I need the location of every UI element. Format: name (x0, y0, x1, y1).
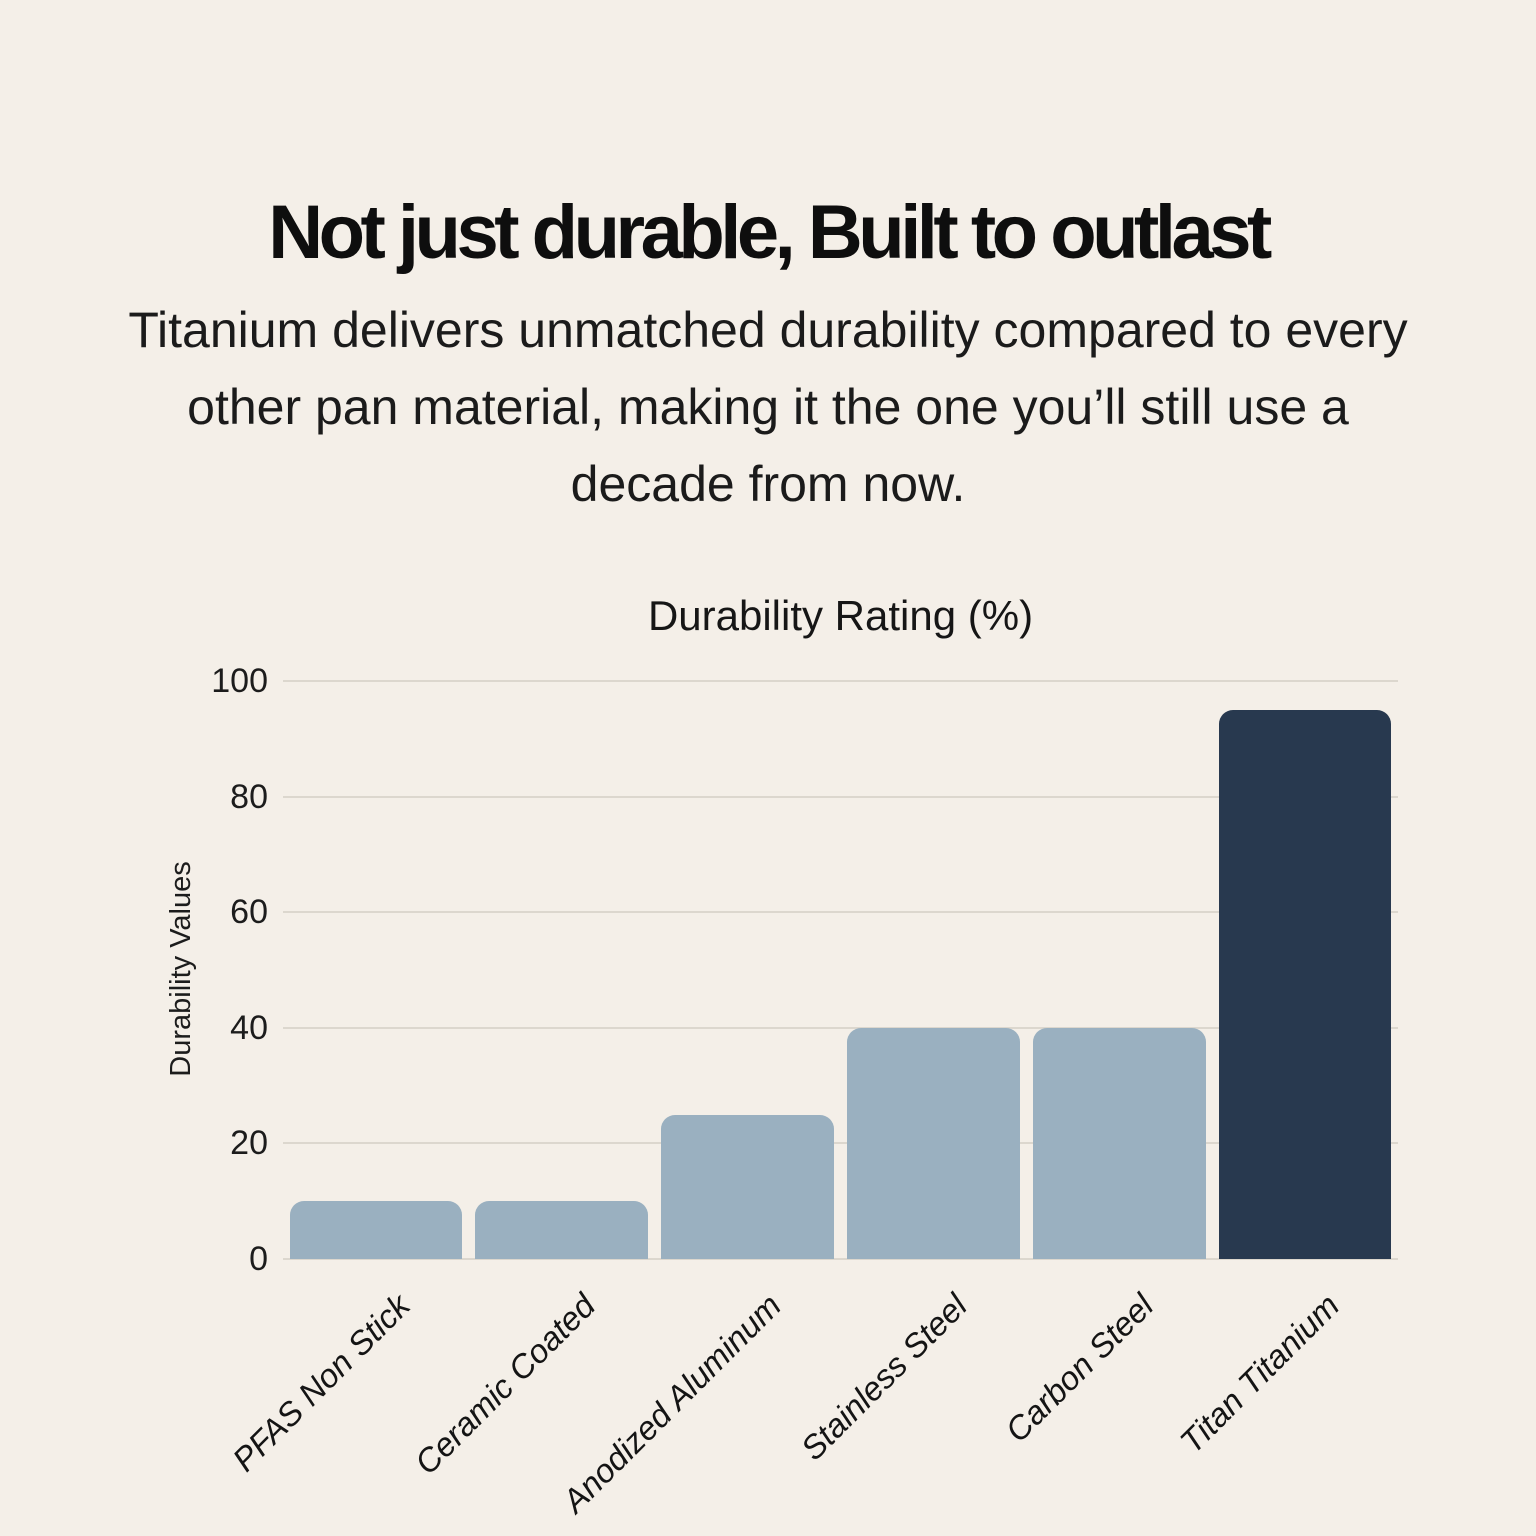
y-axis-title: Durability Values (165, 861, 197, 1077)
x-tick-label-stainless-steel: Stainless Steel (793, 1286, 975, 1468)
bar-ceramic-coated (475, 1201, 649, 1259)
subtitle-line-2: other pan material, making it the one yo… (187, 379, 1349, 435)
page-subtitle: Titanium delivers unmatched durability c… (68, 292, 1468, 523)
y-tick-label-100: 100 (211, 662, 268, 700)
bar-stainless-steel (847, 1027, 1020, 1259)
y-tick-label-0: 0 (249, 1240, 268, 1278)
bar-pfas-non-stick (289, 1201, 463, 1259)
subtitle-line-3: decade from now. (570, 456, 966, 512)
y-tick-label-40: 40 (230, 1008, 268, 1047)
y-tick-label-20: 20 (230, 1124, 268, 1163)
x-tick-label-ceramic-coated: Ceramic Coated (407, 1286, 603, 1482)
bar-titan-titanium (1218, 709, 1392, 1259)
y-tick-label-80: 80 (230, 777, 268, 816)
bar-anodized-aluminum (661, 1114, 834, 1259)
chart-title: Durability Rating (%) (647, 592, 1034, 639)
x-tick-label-pfas-non-stick: PFAS Non Stick (224, 1286, 417, 1479)
x-tick-label-titan-titanium: Titan Titanium (1172, 1286, 1346, 1461)
subtitle-line-1: Titanium delivers unmatched durability c… (128, 302, 1408, 358)
plot-area (283, 680, 1398, 1260)
bar-carbon-steel (1032, 1027, 1206, 1259)
gridline-100 (283, 680, 1398, 682)
gridline-80 (283, 795, 1398, 798)
x-tick-label-carbon-steel: Carbon Steel (997, 1286, 1160, 1449)
gridline-0 (283, 1258, 1398, 1260)
gridline-20 (283, 1142, 1398, 1145)
gridline-40 (283, 1026, 1398, 1029)
page-title: Not just durable, Built to outlast (268, 189, 1272, 275)
gridline-60 (283, 911, 1398, 914)
y-tick-label-60: 60 (230, 893, 268, 932)
